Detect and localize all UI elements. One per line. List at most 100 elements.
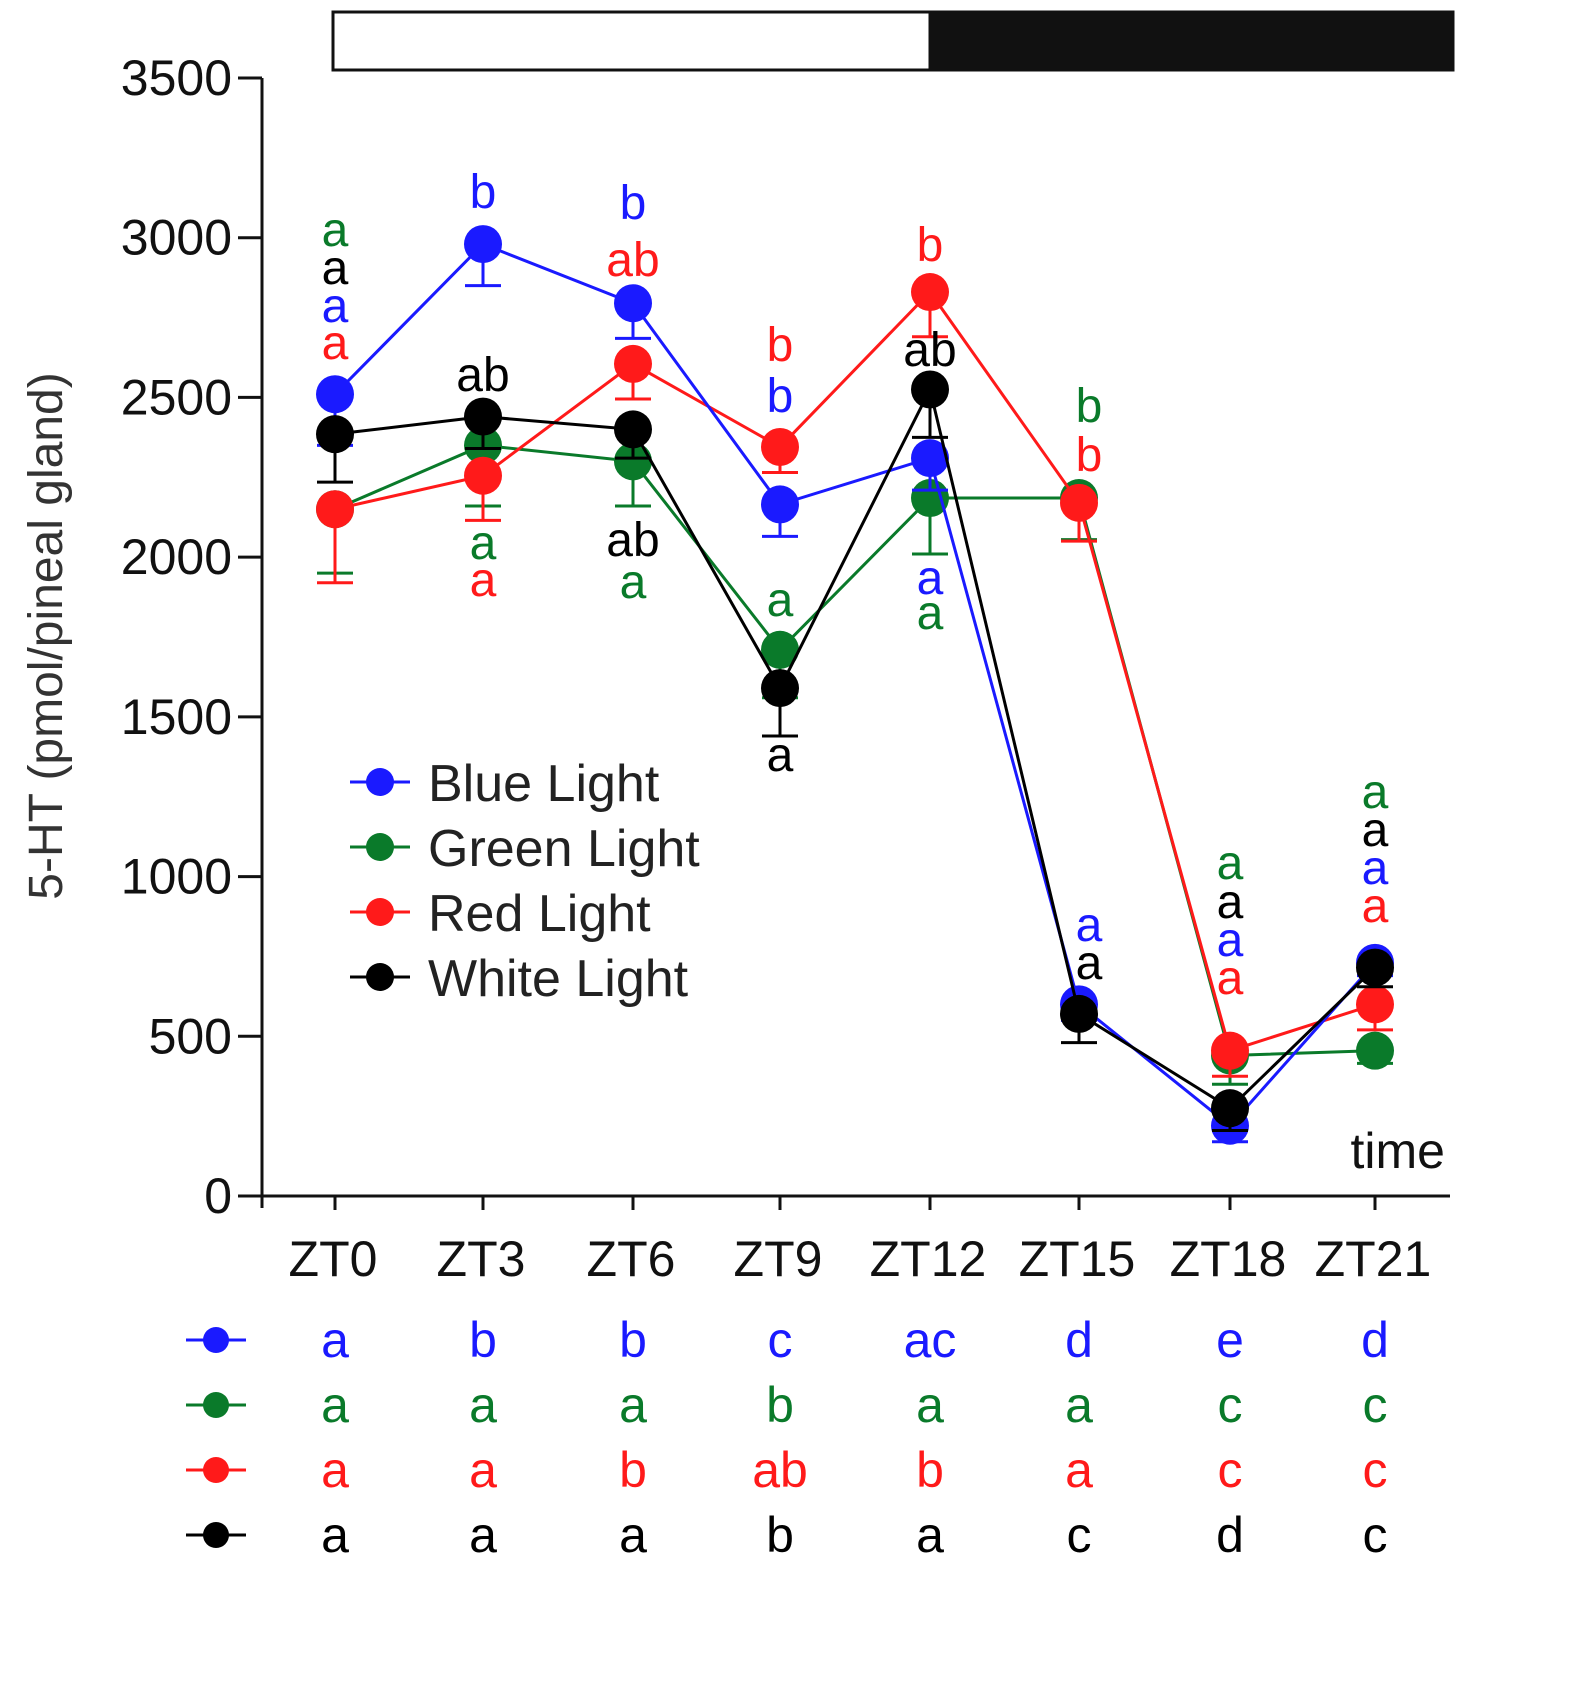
table-letter: a [321, 1312, 349, 1368]
point-letter: b [767, 370, 794, 423]
series-line [334, 289, 1376, 1053]
data-point [464, 456, 502, 495]
legend-label: White Light [428, 950, 689, 1008]
table-letter: d [1216, 1507, 1244, 1563]
point-letter: a [1362, 766, 1389, 819]
table-letter: ab [752, 1442, 808, 1498]
light-phase-bar [331, 10, 932, 72]
table-letter: c [1218, 1442, 1243, 1498]
table-letter: a [1065, 1377, 1093, 1433]
table-letter: b [619, 1442, 647, 1498]
table-letter: b [619, 1312, 647, 1368]
data-point [614, 442, 652, 481]
point-letter: a [1217, 952, 1244, 1005]
table-row-marker [203, 1327, 229, 1353]
data-point [1211, 1089, 1249, 1128]
point-letter: a [1362, 804, 1389, 857]
table-letter: c [1067, 1507, 1092, 1563]
data-point [614, 344, 652, 383]
point-letter: a [322, 317, 349, 370]
light-dark-bar [331, 10, 1455, 72]
x-axis-title: time [1351, 1123, 1445, 1179]
data-point [316, 490, 354, 529]
table-letter: c [1363, 1377, 1388, 1433]
table-letter: a [916, 1377, 944, 1433]
table-letter: c [768, 1312, 793, 1368]
point-letter: ab [606, 514, 659, 567]
point-letter: b [470, 166, 497, 219]
series-line [334, 385, 1377, 1111]
point-letter: a [767, 574, 794, 627]
table-letter: a [321, 1442, 349, 1498]
x-ticks: ZT0 ZT3 ZT6 ZT9 ZT12 ZT15 ZT18 ZT21 [289, 1196, 1432, 1287]
data-point [464, 225, 502, 264]
table-letter: c [1363, 1442, 1388, 1498]
series-red-light [316, 273, 1394, 1078]
point-letter: a [322, 204, 349, 257]
table-letter: a [619, 1377, 647, 1433]
point-letter: ab [903, 324, 956, 377]
legend-item: White Light [350, 950, 689, 1008]
y-tick-label: 2500 [121, 369, 232, 425]
x-tick-label: ZT12 [870, 1231, 987, 1287]
point-letter: a [1217, 914, 1244, 967]
x-tick-label: ZT0 [289, 1231, 378, 1287]
series-white-light [316, 370, 1394, 1133]
table-letter: b [916, 1442, 944, 1498]
table-letter: a [619, 1507, 647, 1563]
data-point [911, 273, 949, 312]
point-letter: a [1362, 880, 1389, 933]
legend-label: Red Light [428, 885, 651, 943]
point-letter: b [1076, 380, 1103, 433]
data-point [316, 415, 354, 454]
table-letter: c [1218, 1377, 1243, 1433]
series-layer [316, 225, 1394, 1145]
data-point [316, 375, 354, 414]
legend-marker [366, 768, 394, 796]
table-letter: a [916, 1507, 944, 1563]
point-letter: a [1076, 899, 1103, 952]
point-letter: a [917, 587, 944, 640]
y-axis-title: 5-HT (pmol/pineal gland) [20, 372, 73, 899]
x-tick-label: ZT21 [1315, 1231, 1432, 1287]
y-tick-label: 0 [204, 1168, 232, 1224]
table-letter: d [1065, 1312, 1093, 1368]
data-point [761, 427, 799, 466]
data-point [761, 669, 799, 708]
legend-item: Blue Light [350, 755, 660, 813]
y-tick-label: 500 [149, 1008, 232, 1064]
table-letter: a [1065, 1442, 1093, 1498]
data-point [761, 485, 799, 524]
y-tick-label: 1500 [121, 689, 232, 745]
data-point [1356, 985, 1394, 1024]
table-row-marker [203, 1522, 229, 1548]
point-letter: a [1076, 937, 1103, 990]
data-point [1060, 483, 1098, 522]
point-letter: a [470, 554, 497, 607]
legend-label: Blue Light [428, 755, 660, 813]
point-letter: a [470, 517, 497, 570]
point-letter: a [917, 552, 944, 605]
table-letter: ac [904, 1312, 957, 1368]
legend-item: Red Light [350, 885, 651, 943]
point-letter: b [1076, 429, 1103, 482]
y-ticks: 0 500 1000 1500 2000 2500 3000 3500 [121, 50, 262, 1224]
table-letter: b [469, 1312, 497, 1368]
point-letter: ab [456, 349, 509, 402]
table-row: a b b c ac d e d [186, 1312, 1389, 1368]
data-point [761, 630, 799, 669]
legend: Blue Light Green Light Red Light White Ligh… [350, 755, 700, 1008]
y-tick-label: 2000 [121, 529, 232, 585]
y-tick-label: 1000 [121, 849, 232, 905]
y-tick-label: 3000 [121, 210, 232, 266]
point-letter: a [322, 280, 349, 333]
point-letter: a [322, 242, 349, 295]
point-letter: b [767, 319, 794, 372]
legend-marker [366, 898, 394, 926]
table-letter: a [321, 1507, 349, 1563]
point-letter: a [620, 556, 647, 609]
